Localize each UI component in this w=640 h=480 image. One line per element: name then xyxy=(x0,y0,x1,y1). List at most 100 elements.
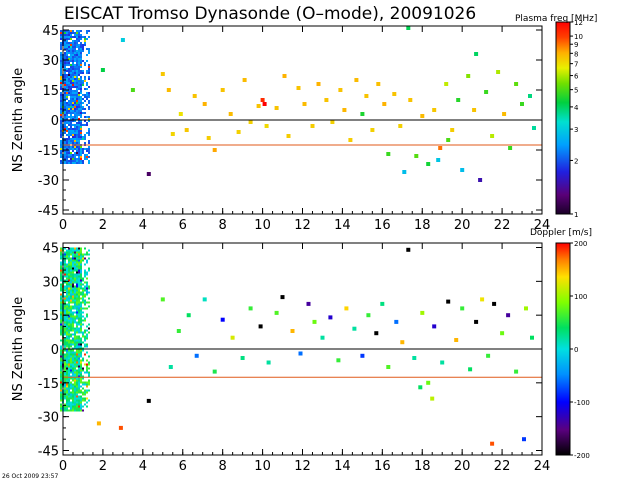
data-point xyxy=(264,124,269,128)
y-tick-label: 15 xyxy=(42,84,59,99)
colorbar-tick-label: 7 xyxy=(574,61,578,69)
data-point xyxy=(344,306,349,311)
data-point xyxy=(220,317,225,322)
data-point xyxy=(466,74,471,78)
colorbar-tick-label: 100 xyxy=(574,293,587,301)
data-point xyxy=(302,102,307,106)
data-point xyxy=(406,26,411,30)
x-tick-label: 0 xyxy=(59,459,67,474)
data-point xyxy=(286,134,291,138)
colorbar-tick-label: -100 xyxy=(574,399,590,407)
data-point xyxy=(528,94,532,98)
y-tick-label: -15 xyxy=(38,377,59,392)
data-point xyxy=(446,138,451,142)
data-point xyxy=(530,335,534,340)
data-point xyxy=(414,154,419,158)
data-point xyxy=(280,295,285,300)
data-point xyxy=(230,335,235,340)
data-point xyxy=(474,52,479,56)
data-point xyxy=(186,313,191,318)
data-point xyxy=(374,331,379,336)
data-point xyxy=(296,86,301,90)
data-point xyxy=(336,358,341,363)
x-tick-label: 22 xyxy=(494,459,511,474)
colorbar-tick-label: 200 xyxy=(574,240,587,248)
data-point xyxy=(420,114,425,118)
colorbar-tick-label: 2 xyxy=(574,157,578,165)
data-point xyxy=(298,351,303,356)
data-point xyxy=(426,380,431,385)
x-tick-label: 2 xyxy=(99,218,107,233)
data-point xyxy=(202,102,207,106)
data-point xyxy=(360,353,365,358)
data-point xyxy=(194,353,199,358)
data-point xyxy=(506,313,511,318)
data-point xyxy=(492,301,497,306)
echo-points xyxy=(100,26,536,182)
data-point xyxy=(532,126,536,130)
data-point xyxy=(496,70,501,74)
data-point xyxy=(412,356,417,360)
x-tick-label: 16 xyxy=(374,218,391,233)
data-point xyxy=(524,306,528,311)
data-point xyxy=(500,331,505,336)
data-point xyxy=(266,360,271,365)
data-point xyxy=(386,365,391,369)
data-point xyxy=(166,88,171,92)
data-point xyxy=(468,367,473,372)
data-point xyxy=(100,68,105,72)
data-point xyxy=(236,130,241,134)
data-point xyxy=(312,319,317,324)
colorbar-tick-label: 4 xyxy=(574,104,579,112)
data-point xyxy=(170,132,175,136)
y-tick-label: 45 xyxy=(42,242,59,257)
y-tick-label: -45 xyxy=(38,204,59,219)
data-point xyxy=(342,108,347,112)
data-point xyxy=(360,112,365,116)
y-tick-label: 30 xyxy=(42,275,59,290)
data-point xyxy=(212,369,217,374)
y-axis-label: NS Zenith angle xyxy=(11,68,26,172)
data-point xyxy=(508,146,513,150)
data-point xyxy=(380,301,385,306)
data-point xyxy=(338,88,343,92)
x-tick-label: 10 xyxy=(254,459,271,474)
data-point xyxy=(490,441,495,446)
colorbar-tick-label: 10 xyxy=(574,33,583,41)
data-point xyxy=(130,88,135,92)
data-point xyxy=(120,38,125,42)
data-point xyxy=(310,124,315,128)
x-tick-label: 10 xyxy=(254,218,271,233)
data-point xyxy=(460,168,465,172)
data-point xyxy=(364,94,369,98)
colorbar-tick-label: 5 xyxy=(574,87,578,95)
data-point xyxy=(192,94,197,98)
data-point xyxy=(320,335,325,340)
data-point xyxy=(206,136,211,140)
data-point xyxy=(460,306,465,311)
data-point xyxy=(436,158,441,162)
y-tick-label: 0 xyxy=(51,114,59,129)
data-point xyxy=(146,398,151,403)
data-point xyxy=(456,98,461,102)
data-point xyxy=(228,112,233,116)
data-point xyxy=(392,92,397,96)
data-point xyxy=(328,315,333,320)
data-point xyxy=(474,319,479,324)
data-point xyxy=(478,178,483,182)
colorbar xyxy=(555,242,571,456)
data-point xyxy=(168,365,173,369)
data-point xyxy=(426,162,431,166)
colorbar-tick-label: 9 xyxy=(574,41,578,49)
x-tick-label: 8 xyxy=(219,218,227,233)
data-point xyxy=(176,329,181,333)
y-tick-label: 45 xyxy=(42,24,59,39)
data-point xyxy=(370,128,375,132)
data-point xyxy=(480,297,485,302)
data-point xyxy=(408,98,413,102)
data-point xyxy=(274,310,279,315)
data-point xyxy=(220,88,225,92)
data-point xyxy=(242,78,247,82)
data-point xyxy=(146,172,151,176)
